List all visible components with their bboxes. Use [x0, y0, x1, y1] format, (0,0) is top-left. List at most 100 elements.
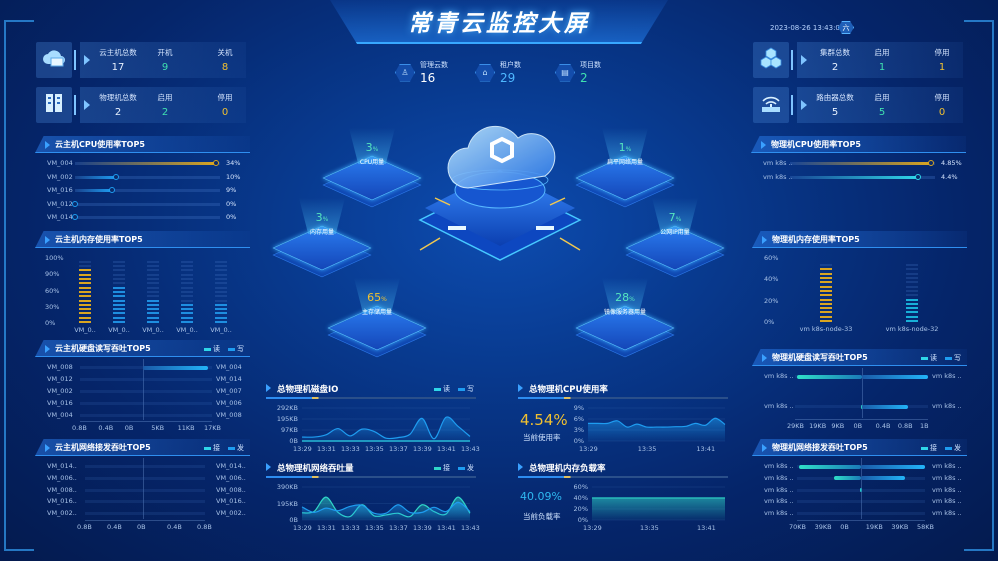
vm-cpu-track — [75, 216, 220, 219]
resource-tile-0: 3% CPU用量 — [322, 128, 422, 208]
cloud-platform-illustration — [400, 110, 600, 270]
vm-mem-bar-segment — [147, 321, 159, 323]
host-mem-bar-segment — [906, 272, 918, 275]
stat-label: 关机 — [217, 48, 233, 57]
vm-disk-baseline — [80, 421, 212, 422]
card-stat: 停用 0 — [210, 92, 240, 118]
host-disk-left-bar — [797, 374, 862, 379]
host-disk-axis-label: 29KB — [787, 422, 804, 430]
stat-value: 5 — [831, 107, 839, 118]
host-net-left-label: vm k8s .. — [764, 485, 794, 494]
vm-net-track — [85, 512, 205, 516]
host-cpu-dot — [914, 174, 921, 180]
card-divider — [74, 95, 76, 115]
vm-mem-bar-segment — [147, 278, 159, 280]
legend-item: 写 — [228, 344, 244, 354]
vm-cpu-row-label: VM_016 — [47, 186, 73, 194]
legend-swatch — [458, 387, 465, 391]
vm-mem-bar-segment — [215, 260, 227, 263]
host-disk-right-bar — [862, 404, 909, 409]
host-mem-y-tick: 60% — [764, 254, 779, 262]
card-divider — [74, 50, 76, 70]
legend-swatch — [458, 466, 465, 470]
legend-item: 发 — [458, 463, 474, 473]
legend-item: 写 — [945, 353, 961, 363]
resource-unit: % — [625, 146, 632, 153]
host-mem-bar-segment — [820, 289, 832, 292]
legend-item: 发 — [228, 443, 244, 453]
net-io-chart-x-tick: 13:39 — [413, 524, 432, 532]
vm-net-left-label: VM_016.. — [47, 497, 77, 506]
vm-mem-bar-segment — [147, 316, 159, 319]
vm-mem-bar-segment — [181, 290, 193, 293]
vm-mem-bar-segment — [147, 290, 159, 293]
legend-item: 接 — [434, 463, 450, 473]
vm-mem-bar-segment — [113, 278, 125, 280]
vm-disk-track — [80, 378, 212, 381]
host-mem-bar-segment — [820, 268, 832, 271]
tenant-icon: ⌂ — [475, 63, 495, 82]
host-mem-bar-segment — [820, 315, 832, 318]
host-net-right-label: vm k8s .. — [932, 485, 962, 494]
vm-net-header: 云主机网络接发吞吐TOP5 接发 — [35, 439, 250, 456]
net-io-chart-x-tick: 13:31 — [317, 524, 336, 532]
host-mem-x-label: vm k8s-node-33 — [799, 325, 853, 333]
net-io-chart-x-tick: 13:29 — [293, 524, 312, 532]
top-stat-label: 项目数 — [580, 61, 601, 69]
host-mem-bar-segment — [906, 307, 918, 310]
stat-label: 停用 — [934, 48, 950, 57]
vm-disk-track — [80, 390, 212, 393]
disk-io-chart-x-tick: 13:31 — [317, 445, 336, 453]
vm-mem-bar-segment — [79, 273, 91, 276]
vm-net-center-axis — [143, 458, 144, 519]
vm-cpu-row-value: 10% — [226, 172, 241, 181]
vm-cpu-header: 云主机CPU使用率TOP5 — [35, 136, 250, 153]
vm-mem-x-label: VM_0.. — [176, 326, 198, 334]
legend-item: 接 — [921, 443, 937, 453]
vm-mem-x-label: VM_0.. — [108, 326, 130, 334]
arrow-icon — [266, 463, 271, 471]
legend-swatch — [921, 356, 928, 360]
resource-unit: % — [629, 296, 635, 303]
host-net-left-bar — [860, 488, 863, 493]
vm-net-right-label: VM_008.. — [216, 485, 246, 494]
vm-disk-left-label: VM_012 — [47, 375, 73, 383]
legend-item: 读 — [921, 353, 937, 363]
vm-disk-right-label: VM_007 — [216, 387, 242, 395]
vm-cpu-row-value: 0% — [226, 199, 237, 208]
host-disk-left-label: vm k8s .. — [764, 372, 794, 380]
host-cpu-header: 物理机CPU使用率TOP5 — [751, 136, 966, 153]
vm-net-right-label: VM_014.. — [216, 462, 246, 470]
cloud-icon — [447, 125, 556, 189]
resource-value: 28% — [615, 291, 635, 304]
vm-mem-bar-segment — [147, 269, 159, 272]
card-stat: 停用 1 — [927, 47, 957, 73]
host-mem-y-tick: 20% — [764, 296, 779, 305]
mem-chart-y-tick: 0% — [577, 516, 588, 524]
host-disk-axis-label: 19KB — [809, 422, 827, 430]
vm-cpu-bar — [75, 162, 216, 165]
host-mem-bar-segment — [820, 298, 832, 301]
vm-cpu-row-value: 34% — [226, 159, 241, 167]
top-stat-text: 管理云数 16 — [420, 60, 448, 85]
platform-light — [536, 226, 554, 230]
top-stat-1: ⌂ 租户数 29 — [475, 60, 521, 85]
vm-disk-axis-label: 0B — [124, 424, 134, 432]
stat-value: 5 — [878, 107, 886, 118]
disk-io-chart-x-tick: 13:29 — [293, 445, 312, 453]
host-net-axis-label: 0B — [840, 523, 849, 531]
vm-mem-bar-segment — [79, 290, 91, 293]
host-disk-axis-label: 1B — [920, 422, 929, 430]
resource-label: 主存储用量 — [361, 309, 392, 316]
vm-disk-right-label: VM_006 — [216, 399, 242, 407]
vm-mem-bar-segment — [79, 260, 91, 263]
vm-disk-title: 云主机硬盘读写吞吐TOP5 — [55, 344, 151, 353]
host-mem-bar-segment — [820, 294, 832, 297]
light-beam — [602, 278, 648, 314]
arrow-icon — [761, 141, 766, 149]
vm-disk-header: 云主机硬盘读写吞吐TOP5 读写 — [35, 340, 250, 357]
host-net-axis-label: 39KB — [814, 523, 832, 531]
vm-mem-bar-segment — [79, 265, 91, 268]
mem-chart-title: 总物理机内存负载率 — [518, 462, 606, 474]
resource-tile-4: 65% 主存储用量 — [327, 278, 427, 358]
